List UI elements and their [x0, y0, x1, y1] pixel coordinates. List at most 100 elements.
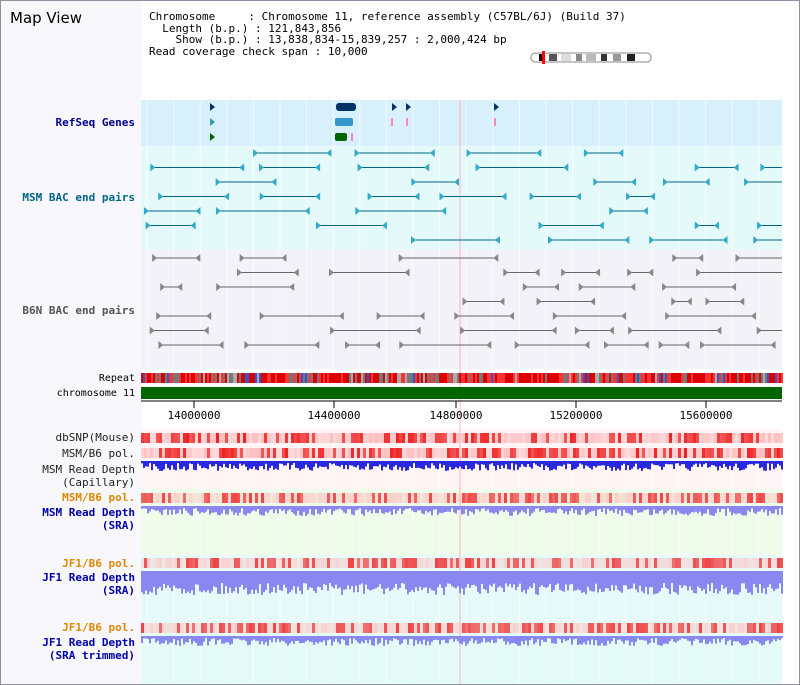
- track-label-jf1-depth-trim[interactable]: JF1 Read Depth (SRA trimmed): [42, 636, 135, 662]
- repeat-segment: [395, 373, 397, 383]
- bac-end-marker: [398, 254, 404, 262]
- depth-bar: [423, 461, 425, 470]
- heat-cell: [186, 433, 189, 443]
- depth-bar: [451, 571, 453, 587]
- depth-bar: [777, 461, 779, 464]
- depth-bar: [239, 636, 241, 640]
- depth-bar: [595, 461, 597, 468]
- depth-bar: [145, 506, 147, 509]
- depth-bar: [595, 571, 597, 584]
- heat-cell: [483, 493, 486, 503]
- depth-bar: [755, 571, 757, 588]
- repeat-segment: [625, 373, 627, 383]
- heat-cell: [735, 558, 738, 568]
- depth-bar: [213, 461, 215, 467]
- track-label-msm-b6-pol-1[interactable]: MSM/B6 pol.: [62, 447, 135, 460]
- depth-bar: [687, 461, 689, 470]
- heat-cell: [720, 448, 723, 458]
- bac-end-marker: [330, 326, 336, 335]
- track-label-msm-bac[interactable]: MSM BAC end pairs: [22, 191, 135, 204]
- track-label-b6n-bac[interactable]: B6N BAC end pairs: [22, 304, 135, 317]
- depth-bar: [521, 636, 523, 642]
- depth-bar: [291, 461, 293, 465]
- depth-bar: [631, 571, 633, 589]
- depth-bar: [521, 506, 523, 511]
- depth-bar: [287, 461, 289, 464]
- depth-bar: [223, 571, 225, 594]
- heat-cell: [351, 448, 354, 458]
- depth-bar: [371, 461, 373, 470]
- repeat-segment: [575, 373, 577, 383]
- heat-cell: [627, 493, 630, 503]
- heat-cell: [576, 493, 579, 503]
- track-label-dbsnp[interactable]: dbSNP(Mouse): [55, 431, 135, 444]
- depth-bar: [341, 461, 343, 465]
- depth-bar: [659, 636, 661, 646]
- heat-cell: [165, 433, 168, 443]
- heat-cell: [414, 448, 417, 458]
- heat-cell: [519, 558, 522, 568]
- heat-cell: [360, 433, 363, 443]
- track-label-msm-depth-sra[interactable]: MSM Read Depth (SRA): [42, 506, 135, 532]
- heat-cell: [264, 433, 267, 443]
- depth-bar: [715, 636, 717, 644]
- depth-bar: [229, 636, 231, 645]
- depth-bar: [357, 636, 359, 643]
- heat-cell: [465, 493, 468, 503]
- heat-cell: [411, 558, 414, 568]
- depth-bar: [315, 461, 317, 464]
- heat-cell: [195, 493, 198, 503]
- heat-cell: [678, 448, 681, 458]
- track-label-jf1-b6-pol-2[interactable]: JF1/B6 pol.: [62, 621, 135, 634]
- depth-bar: [243, 636, 245, 640]
- depth-bar: [445, 506, 447, 513]
- depth-bar: [271, 461, 273, 466]
- repeat-segment: [557, 373, 559, 383]
- heat-cell: [684, 433, 687, 443]
- track-label-msm-depth-cap[interactable]: MSM Read Depth (Capillary): [42, 463, 135, 489]
- repeat-segment: [159, 373, 161, 383]
- repeat-segment: [717, 373, 719, 383]
- depth-bar: [509, 461, 511, 470]
- heat-cell: [207, 433, 210, 443]
- depth-bar: [429, 571, 431, 589]
- depth-bar: [667, 571, 669, 589]
- heat-cell: [183, 558, 186, 568]
- heat-cell: [357, 623, 360, 633]
- depth-bar: [381, 571, 383, 589]
- heat-cell: [492, 558, 495, 568]
- repeat-segment: [771, 373, 773, 383]
- depth-bar: [449, 506, 451, 513]
- heat-cell: [399, 558, 402, 568]
- depth-bar: [565, 571, 567, 585]
- bac-end-marker: [536, 297, 542, 306]
- depth-bar: [179, 571, 181, 589]
- heat-cell: [579, 433, 582, 443]
- heat-cell: [414, 623, 417, 633]
- heat-cell: [738, 448, 741, 458]
- depth-bar: [397, 461, 399, 470]
- heat-cell: [243, 448, 246, 458]
- repeat-segment: [525, 373, 527, 383]
- depth-bar: [779, 571, 781, 584]
- depth-bar: [157, 506, 159, 511]
- depth-bar: [555, 506, 557, 514]
- track-label-jf1-depth-sra[interactable]: JF1 Read Depth (SRA): [42, 571, 135, 597]
- repeat-segment: [627, 373, 629, 383]
- depth-bar: [643, 636, 645, 641]
- track-label-jf1-b6-pol-1[interactable]: JF1/B6 pol.: [62, 557, 135, 570]
- repeat-segment: [637, 373, 639, 383]
- bac-end-marker: [671, 297, 677, 306]
- depth-bar: [693, 506, 695, 513]
- bac-end-marker: [259, 192, 265, 201]
- depth-bar: [735, 506, 737, 515]
- depth-bar: [211, 506, 213, 513]
- depth-bar: [527, 636, 529, 646]
- depth-bar: [323, 506, 325, 509]
- depth-bar: [417, 461, 419, 468]
- heat-cell: [285, 558, 288, 568]
- track-label-msm-b6-pol-2[interactable]: MSM/B6 pol.: [62, 491, 135, 504]
- depth-bar: [737, 461, 739, 468]
- heat-cell: [546, 493, 549, 503]
- track-label-refseq-genes[interactable]: RefSeq Genes: [55, 116, 135, 129]
